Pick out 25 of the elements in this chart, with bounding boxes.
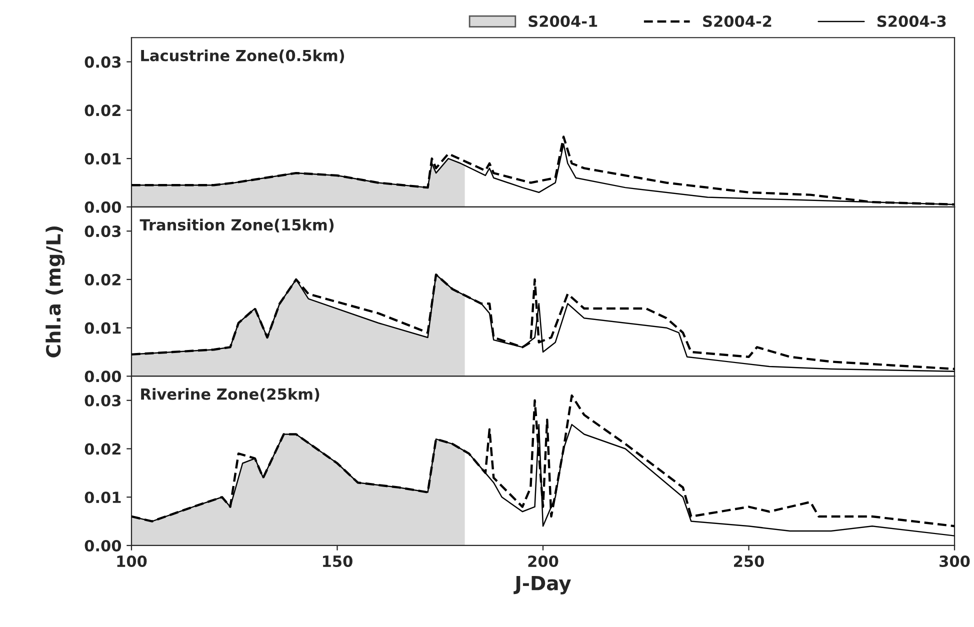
x-axis-title: J-Day (514, 576, 571, 594)
y-tick-label: 0.02 (84, 104, 120, 116)
y-tick-label: 0.01 (84, 492, 121, 504)
x-tick-label: 150 (323, 555, 352, 568)
text: Riverine Zone(25km) (141, 388, 320, 402)
y-tick-label: 0.00 (84, 201, 122, 213)
y-tick-label: 0.03 (84, 226, 121, 238)
y-tick-label: 0.00 (84, 370, 122, 382)
y-tick-label: 0.01 (84, 153, 121, 165)
legend-label: S2004-2 (703, 15, 772, 28)
text: Transition Zone(15km) (140, 218, 334, 232)
legend-label: S2004-3 (877, 15, 946, 28)
y-axis-title: Chl.a (mg/L) (46, 226, 65, 358)
text: Lacustrine Zone(0.5km) (141, 49, 344, 64)
y-tick-label: 0.00 (84, 540, 122, 552)
x-tick-label: 250 (734, 555, 764, 568)
y-tick-label: 0.01 (84, 322, 121, 334)
y-tick-label: 0.03 (84, 394, 121, 406)
y-tick-label: 0.02 (84, 443, 120, 455)
y-tick-label: 0.03 (84, 56, 121, 68)
legend-label: S2004-1 (528, 15, 598, 28)
x-tick-label: 100 (117, 555, 147, 568)
x-tick-label: 300 (940, 555, 970, 568)
x-tick-label: 200 (528, 555, 558, 568)
y-tick-label: 0.02 (84, 274, 120, 286)
